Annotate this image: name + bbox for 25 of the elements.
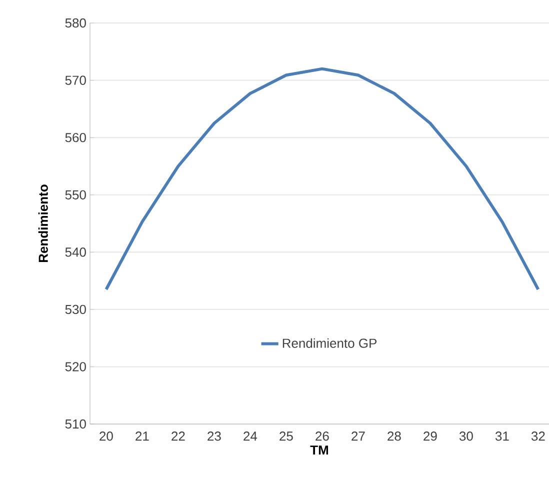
y-tick-label: 540 <box>65 248 86 257</box>
x-tick-label: 31 <box>495 432 509 441</box>
x-tick-label: 20 <box>100 432 113 441</box>
x-tick-label: 25 <box>280 432 293 441</box>
x-axis-title: TM <box>310 446 328 455</box>
y-tick-label: 580 <box>65 18 86 28</box>
x-tick-label: 23 <box>208 432 221 441</box>
x-tick-label: 29 <box>424 432 437 441</box>
x-tick-label: 22 <box>172 432 185 441</box>
x-tick-label: 21 <box>136 432 149 441</box>
x-tick-label: 32 <box>531 432 545 441</box>
x-tick-label: 26 <box>316 432 329 441</box>
y-tick-label: 530 <box>65 304 86 314</box>
legend-label: Rendimiento GP <box>282 338 377 348</box>
x-tick-label: 27 <box>352 432 365 441</box>
x-tick-label: 30 <box>459 432 473 441</box>
y-tick-label: 550 <box>65 190 86 200</box>
x-tick-label: 24 <box>244 432 258 441</box>
line-series <box>104 67 540 291</box>
y-tick-label: 520 <box>65 362 86 372</box>
y-axis-title: Rendimiento <box>38 184 48 262</box>
y-tick-label: 560 <box>65 132 86 142</box>
y-tick-label: 570 <box>65 76 86 85</box>
x-tick-label: 28 <box>388 432 401 441</box>
y-tick-label: 510 <box>65 419 86 429</box>
